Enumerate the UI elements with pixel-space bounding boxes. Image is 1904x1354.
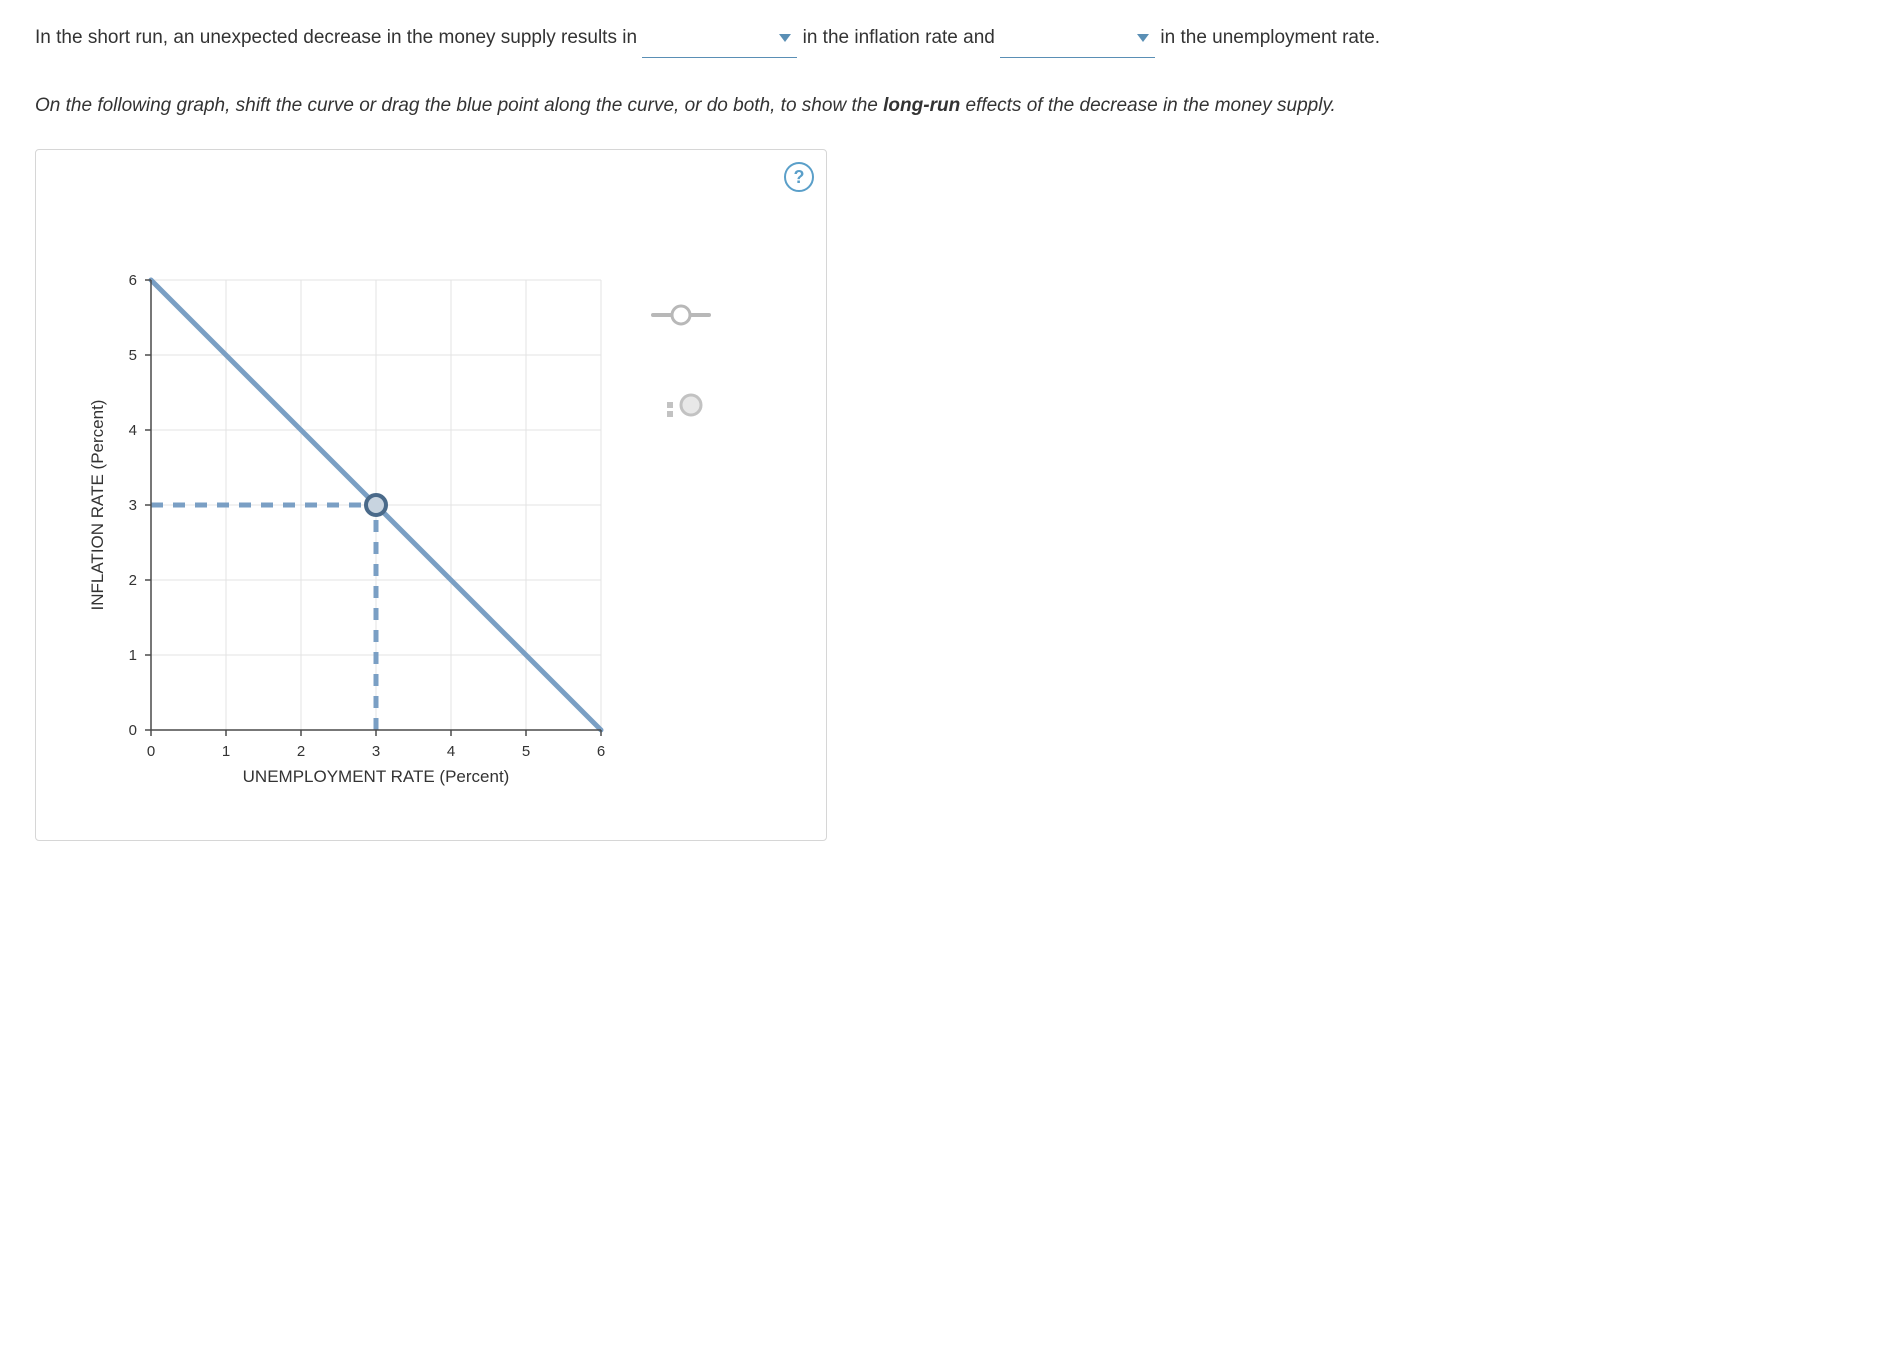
instruction-bold: long-run	[883, 95, 960, 116]
help-label: ?	[794, 160, 805, 194]
chart-container: ? 0 1 2 3 4 5 6 0 1 2 3 4 5 6 UNEMPLOYMENT RATE (Perce…	[35, 149, 827, 841]
svg-text:4: 4	[129, 422, 137, 439]
help-icon[interactable]: ?	[784, 162, 814, 192]
chevron-down-icon	[1137, 34, 1149, 42]
instruction-post: effects of the decrease in the money sup…	[960, 95, 1336, 116]
question-mid2: in the unemployment rate.	[1160, 27, 1380, 48]
svg-text:1: 1	[129, 647, 137, 664]
dropdown-unemployment[interactable]	[1000, 20, 1155, 58]
dropdown-inflation[interactable]	[642, 20, 797, 58]
question-sentence: In the short run, an unexpected decrease…	[35, 20, 1869, 58]
svg-text:6: 6	[597, 743, 605, 760]
y-axis-label: INFLATION RATE (Percent)	[88, 400, 107, 611]
question-prefix: In the short run, an unexpected decrease…	[35, 27, 642, 48]
phillips-curve-chart[interactable]: 0 1 2 3 4 5 6 0 1 2 3 4 5 6 UNEMPLOYMENT RATE (Percent…	[51, 165, 811, 825]
svg-text:1: 1	[222, 743, 230, 760]
svg-text:5: 5	[522, 743, 530, 760]
equilibrium-point[interactable]	[366, 495, 386, 515]
graph-instruction: On the following graph, shift the curve …	[35, 88, 1869, 124]
svg-text:0: 0	[147, 743, 155, 760]
x-axis-label: UNEMPLOYMENT RATE (Percent)	[243, 767, 510, 786]
svg-text:5: 5	[129, 347, 137, 364]
svg-text:6: 6	[129, 272, 137, 289]
svg-text:3: 3	[129, 497, 137, 514]
svg-text:4: 4	[447, 743, 455, 760]
svg-text:2: 2	[297, 743, 305, 760]
svg-text:0: 0	[129, 722, 137, 739]
question-mid1: in the inflation rate and	[803, 27, 1001, 48]
instruction-pre: On the following graph, shift the curve …	[35, 95, 883, 116]
chevron-down-icon	[779, 34, 791, 42]
svg-text:3: 3	[372, 743, 380, 760]
svg-text:2: 2	[129, 572, 137, 589]
